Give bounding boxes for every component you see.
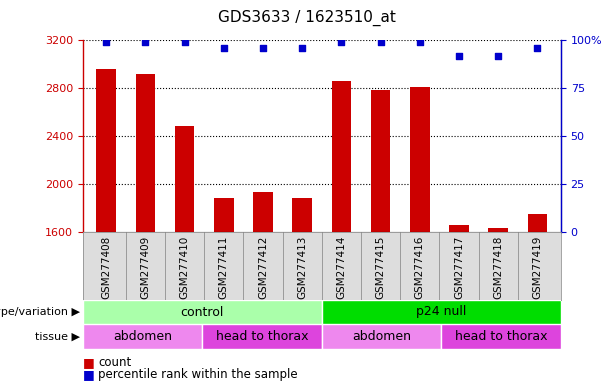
- Text: GSM277417: GSM277417: [454, 236, 464, 299]
- Bar: [489, 227, 508, 232]
- Text: count: count: [98, 356, 131, 369]
- Text: abdomen: abdomen: [113, 331, 172, 343]
- Bar: [441, 324, 561, 349]
- Text: ■: ■: [83, 356, 94, 369]
- Point: [219, 45, 229, 51]
- Point: [180, 39, 189, 45]
- Point: [140, 39, 150, 45]
- Point: [297, 45, 307, 51]
- Bar: [96, 69, 116, 232]
- Text: tissue ▶: tissue ▶: [35, 332, 80, 342]
- Point: [101, 39, 111, 45]
- Bar: [253, 192, 273, 232]
- Point: [376, 39, 386, 45]
- Text: ■: ■: [83, 368, 94, 381]
- Bar: [83, 324, 202, 349]
- Text: GSM277419: GSM277419: [532, 236, 543, 299]
- Text: GSM277411: GSM277411: [219, 236, 229, 299]
- Bar: [214, 197, 234, 232]
- Bar: [135, 74, 155, 232]
- Text: head to thorax: head to thorax: [216, 331, 308, 343]
- Text: GSM277410: GSM277410: [180, 236, 189, 299]
- Bar: [449, 225, 469, 232]
- Point: [415, 39, 425, 45]
- Bar: [332, 81, 351, 232]
- Text: percentile rank within the sample: percentile rank within the sample: [98, 368, 298, 381]
- Text: GSM277413: GSM277413: [297, 236, 307, 299]
- Text: GSM277416: GSM277416: [415, 236, 425, 299]
- Point: [533, 45, 543, 51]
- Bar: [292, 198, 312, 232]
- Text: p24 null: p24 null: [416, 306, 466, 318]
- Bar: [322, 300, 561, 324]
- Text: GSM277408: GSM277408: [101, 236, 112, 299]
- Text: GDS3633 / 1623510_at: GDS3633 / 1623510_at: [218, 10, 395, 26]
- Point: [493, 53, 503, 59]
- Bar: [175, 126, 194, 232]
- Text: GSM277414: GSM277414: [337, 236, 346, 299]
- Text: genotype/variation ▶: genotype/variation ▶: [0, 307, 80, 317]
- Bar: [410, 87, 430, 232]
- Point: [258, 45, 268, 51]
- Bar: [371, 89, 390, 232]
- Text: GSM277415: GSM277415: [376, 236, 386, 299]
- Point: [454, 53, 464, 59]
- Text: GSM277418: GSM277418: [493, 236, 503, 299]
- Bar: [83, 300, 322, 324]
- Bar: [528, 214, 547, 232]
- Point: [337, 39, 346, 45]
- Text: abdomen: abdomen: [352, 331, 411, 343]
- Text: control: control: [181, 306, 224, 318]
- Text: GSM277409: GSM277409: [140, 236, 150, 299]
- Text: head to thorax: head to thorax: [455, 331, 547, 343]
- Bar: [322, 324, 441, 349]
- Bar: [202, 324, 322, 349]
- Text: GSM277412: GSM277412: [258, 236, 268, 299]
